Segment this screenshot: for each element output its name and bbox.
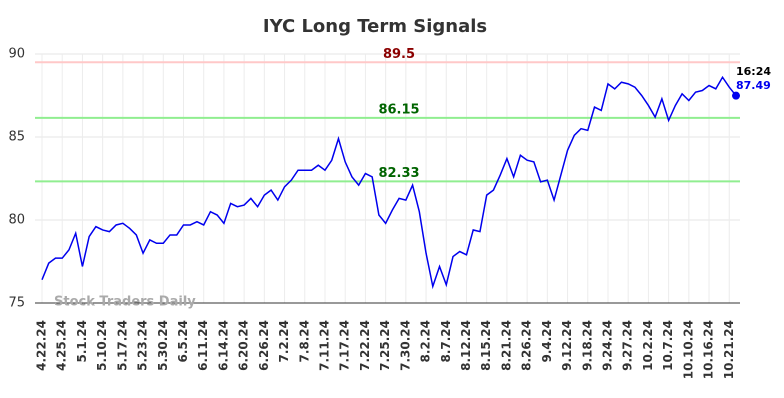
signal-label: 86.15	[378, 102, 419, 117]
x-tick-label: 5.1.24	[75, 320, 89, 363]
x-tick-label: 10.16.24	[702, 320, 716, 379]
y-tick-label: 75	[8, 296, 25, 311]
x-tick-label: 6.14.24	[216, 320, 230, 371]
x-tick-label: 5.10.24	[95, 320, 109, 371]
x-tick-label: 5.23.24	[136, 320, 150, 371]
x-tick-label: 7.17.24	[338, 320, 352, 371]
x-tick-label: 9.24.24	[600, 320, 614, 371]
x-tick-label: 7.11.24	[317, 320, 331, 371]
x-tick-label: 9.18.24	[580, 320, 594, 371]
x-tick-label: 8.21.24	[499, 320, 513, 371]
last-point	[732, 91, 740, 100]
watermark: Stock Traders Daily	[54, 295, 196, 310]
x-tick-label: 7.22.24	[358, 320, 372, 371]
x-tick-label: 7.30.24	[398, 320, 412, 371]
x-tick-label: 8.12.24	[459, 320, 473, 371]
x-tick-label: 6.5.24	[176, 320, 190, 363]
y-tick-label: 80	[8, 213, 25, 228]
x-tick-label: 6.26.24	[257, 320, 271, 371]
x-tick-label: 9.12.24	[560, 320, 574, 371]
x-tick-label: 7.8.24	[297, 320, 311, 363]
x-tick-label: 9.27.24	[621, 320, 635, 371]
signal-label: 82.33	[378, 166, 419, 181]
x-tick-label: 7.25.24	[378, 320, 392, 371]
x-tick-label: 8.15.24	[479, 320, 493, 371]
x-tick-label: 6.20.24	[237, 320, 251, 371]
chart-title: IYC Long Term Signals	[263, 16, 487, 37]
x-tick-label: 7.2.24	[277, 320, 291, 363]
x-tick-label: 8.26.24	[520, 320, 534, 371]
y-tick-label: 90	[8, 47, 25, 62]
x-tick-label: 8.2.24	[419, 320, 433, 363]
x-tick-label: 8.7.24	[439, 320, 453, 363]
x-tick-label: 6.11.24	[196, 320, 210, 371]
signal-label: 89.5	[383, 47, 415, 62]
x-tick-label: 10.7.24	[661, 320, 675, 371]
last-time: 16:24	[736, 65, 771, 78]
x-tick-label: 4.25.24	[55, 320, 69, 371]
last-value: 87.49	[736, 79, 771, 92]
x-tick-label: 10.2.24	[641, 320, 655, 371]
y-tick-label: 85	[8, 130, 25, 145]
x-tick-label: 4.22.24	[35, 320, 49, 371]
x-tick-label: 5.17.24	[115, 320, 129, 371]
x-tick-label: 10.10.24	[681, 320, 695, 379]
x-tick-label: 9.4.24	[540, 320, 554, 363]
price-line	[41, 75, 737, 290]
x-tick-label: 10.21.24	[722, 320, 736, 379]
x-tick-label: 5.30.24	[156, 320, 170, 371]
